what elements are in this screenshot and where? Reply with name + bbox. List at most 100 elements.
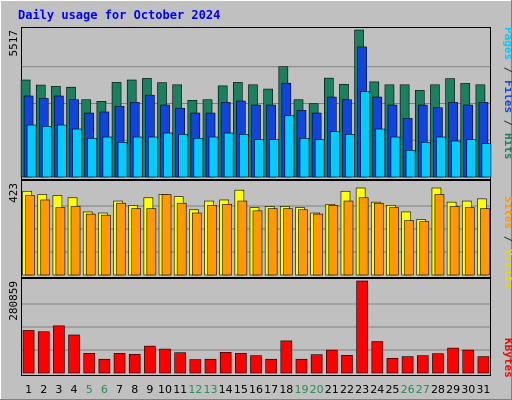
y-max-label: 5517 [7,30,20,57]
chart-title: Daily usage for October 2024 [18,8,220,22]
bar-sites-day-24 [373,202,384,276]
bar-pages-day-9 [148,136,158,178]
bar-sites-day-1 [25,195,35,276]
bar-kbytes-day-30 [462,349,475,374]
chart-panels: 5517 423 280859 [7,27,492,376]
bar-sites-day-23 [358,197,369,276]
legend-kbytes: KBytes [502,338,512,378]
x-tick-label: 16 [249,383,263,396]
bar-kbytes-day-3 [53,325,65,374]
bar-sites-day-6 [101,214,111,276]
x-tick-label: 24 [370,383,384,396]
bar-kbytes-day-21 [326,349,338,374]
bar-sites-day-3 [55,207,66,276]
bar-pages-day-17 [269,139,279,178]
bar-kbytes-day-12 [189,359,202,374]
legends: Pages / Files / Hits Sites / Visits KBytes [502,27,512,378]
x-tick-label: 12 [188,383,202,396]
bar-kbytes-day-31 [477,356,490,374]
bar-sites-day-29 [449,206,460,276]
bar-pages-day-27 [420,142,431,178]
bar-kbytes-day-18 [280,340,293,374]
bar-sites-day-4 [70,206,81,276]
bar-pages-day-8 [132,136,143,178]
bar-sites-day-28 [434,194,445,276]
legend-entry: Files [502,80,512,113]
bar-sites-day-11 [176,202,187,276]
panel-visits-sites: 423 [7,180,491,278]
bar-kbytes-day-19 [295,358,308,374]
bar-pages-day-24 [375,128,386,178]
bar-sites-day-25 [389,207,399,276]
legend-entry: Sites [502,196,512,229]
x-tick-label: 19 [294,383,308,396]
bar-sites-day-30 [464,207,475,276]
panel-border [21,278,491,376]
bar-sites-day-12 [192,212,202,276]
x-tick-label: 25 [385,383,399,396]
x-tick-label: 7 [116,383,123,396]
x-tick-label: 23 [355,383,369,396]
panel-pages-files-hits: 5517 [7,27,492,180]
bar-pages-day-2 [41,126,52,178]
bar-sites-day-22 [343,200,354,276]
bar-sites-day-26 [404,220,414,276]
legend-sites-visits: Sites / Visits [502,196,512,289]
bar-kbytes-day-20 [310,354,323,374]
bar-pages-day-5 [87,138,98,178]
bar-sites-day-16 [252,210,263,276]
bar-sites-day-7 [116,202,126,276]
bar-pages-day-30 [466,139,477,178]
bar-kbytes-day-13 [204,358,217,374]
bar-sites-day-31 [480,208,490,276]
x-tick-label: 18 [279,383,293,396]
y-max-label: 280859 [7,281,20,321]
bar-pages-day-25 [390,136,401,178]
x-tick-label: 6 [101,383,108,396]
bar-kbytes-day-26 [401,356,414,374]
bar-kbytes-day-2 [37,331,50,374]
x-tick-label: 17 [264,383,278,396]
x-tick-label: 21 [325,383,339,396]
bar-kbytes-day-5 [83,353,96,374]
bar-pages-day-11 [178,134,188,178]
bar-kbytes-day-24 [371,341,384,374]
x-tick-label: 8 [131,383,138,396]
x-tick-label: 29 [446,383,460,396]
bar-sites-day-21 [328,205,339,276]
x-tick-label: 13 [204,383,218,396]
x-tick-label: 27 [416,383,430,396]
bar-sites-day-15 [237,200,248,276]
bar-kbytes-day-17 [265,358,277,374]
bar-pages-day-13 [208,136,219,178]
legend-entry: Hits [502,133,512,160]
bar-pages-day-15 [239,134,249,178]
bar-sites-day-17 [267,208,278,276]
bar-sites-day-13 [207,205,217,276]
bar-kbytes-day-4 [68,334,80,374]
bar-pages-day-23 [360,91,370,178]
bar-sites-day-14 [222,204,232,276]
bar-pages-day-21 [330,131,340,178]
bar-pages-day-29 [451,140,461,178]
x-tick-label: 1 [25,383,32,396]
x-tick-label: 3 [55,383,62,396]
x-tick-label: 14 [219,383,233,396]
bar-sites-day-27 [419,221,430,276]
legend-entry: Pages [502,27,512,60]
bar-pages-day-20 [314,139,325,178]
bar-pages-day-6 [102,136,113,178]
bar-pages-day-22 [345,134,355,178]
bar-kbytes-day-29 [447,347,459,374]
x-tick-label: 15 [234,383,248,396]
legend-entry: / [502,113,512,133]
x-tick-label: 20 [310,383,324,396]
x-tick-label: 26 [401,383,415,396]
bar-pages-day-31 [481,143,492,178]
bar-sites-day-5 [85,213,96,276]
bar-pages-day-16 [254,139,264,178]
x-tick-label: 30 [461,383,475,396]
bar-sites-day-10 [161,194,172,276]
legend-entry: / [502,229,512,249]
legend-entry: / [502,60,512,80]
